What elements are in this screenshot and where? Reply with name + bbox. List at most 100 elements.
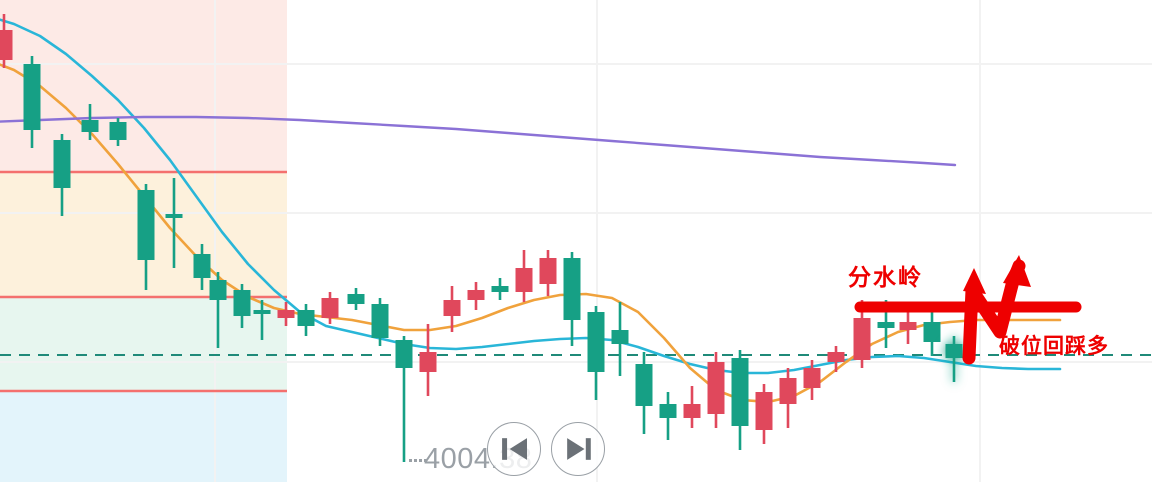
candle[interactable] <box>0 14 13 68</box>
candle-body <box>321 298 339 318</box>
arrow-head-secondary <box>963 268 986 294</box>
candle-body <box>53 140 71 188</box>
hand-drawn-arrow <box>962 255 1031 365</box>
candle-body <box>755 392 773 430</box>
candle-body <box>467 290 485 300</box>
candle[interactable] <box>515 250 533 302</box>
arrow-head <box>1003 255 1031 287</box>
candle-body <box>137 190 155 260</box>
candle[interactable] <box>165 178 183 268</box>
candle[interactable] <box>803 360 821 400</box>
candle[interactable] <box>347 288 365 310</box>
leader-dot <box>419 459 422 462</box>
candle-body <box>515 268 533 292</box>
candle[interactable] <box>233 284 251 328</box>
candle-body <box>587 312 605 372</box>
candle-body <box>297 310 315 326</box>
candle[interactable] <box>611 302 629 376</box>
candle[interactable] <box>467 282 485 310</box>
breakout-annotation-label: 破位回踩多 <box>999 334 1109 358</box>
candle-body <box>539 258 557 284</box>
candle[interactable] <box>253 300 271 340</box>
candle-body <box>853 318 871 360</box>
skip-previous-icon <box>502 438 527 460</box>
skip-to-start-button[interactable] <box>487 422 541 476</box>
price-leader-dots <box>409 459 427 462</box>
candle[interactable] <box>109 118 127 146</box>
candle[interactable] <box>635 352 653 434</box>
candle[interactable] <box>137 184 155 290</box>
candle-body <box>277 310 295 318</box>
candle[interactable] <box>209 272 227 348</box>
moving-average-lines <box>0 18 1062 404</box>
ma-cyan <box>0 18 1062 375</box>
candle-body <box>707 362 725 414</box>
candle-body <box>945 344 963 358</box>
zone-pink <box>0 0 287 172</box>
zone-blue <box>0 391 287 482</box>
candle-body <box>635 364 653 406</box>
leader-dot <box>409 459 412 462</box>
candle[interactable] <box>755 384 773 444</box>
candle[interactable] <box>419 324 437 396</box>
skip-to-end-button[interactable] <box>551 422 605 476</box>
candle-body <box>563 258 581 320</box>
candle[interactable] <box>81 104 99 140</box>
skip-next-icon <box>567 438 591 460</box>
candle-body <box>659 404 677 418</box>
candle[interactable] <box>945 336 963 382</box>
candle[interactable] <box>297 304 315 336</box>
candle[interactable] <box>923 312 941 356</box>
candle-body <box>899 322 917 330</box>
leader-dot <box>414 459 417 462</box>
leader-dot <box>424 459 427 462</box>
candle-body <box>611 330 629 344</box>
candle[interactable] <box>827 346 845 372</box>
candle-body <box>253 310 271 314</box>
candle[interactable] <box>321 292 339 324</box>
watershed-annotation-label: 分水岭 <box>848 265 923 291</box>
candle-body <box>803 368 821 388</box>
candle[interactable] <box>779 368 797 428</box>
candle-body <box>683 404 701 418</box>
candle-body <box>109 122 127 140</box>
candle-body <box>827 352 845 362</box>
candle-body <box>491 286 509 292</box>
candle[interactable] <box>587 306 605 400</box>
candle-body <box>371 304 389 338</box>
candle-body <box>419 352 437 372</box>
candle[interactable] <box>23 56 41 148</box>
candle-body <box>731 358 749 426</box>
candle[interactable] <box>539 250 557 296</box>
candle[interactable] <box>563 252 581 346</box>
candle[interactable] <box>193 244 211 290</box>
candle-body <box>81 120 99 132</box>
candle[interactable] <box>53 134 71 216</box>
candle[interactable] <box>899 312 917 344</box>
candle-body <box>0 30 13 60</box>
candle-body <box>233 290 251 316</box>
candles-group[interactable] <box>0 14 963 462</box>
candle-body <box>193 254 211 278</box>
candle[interactable] <box>371 298 389 346</box>
candle-body <box>395 340 413 368</box>
ma-purple <box>0 115 957 167</box>
candle[interactable] <box>659 392 677 440</box>
candle-body <box>779 378 797 404</box>
ma-orange <box>0 63 1062 404</box>
candle[interactable] <box>277 302 295 326</box>
candle[interactable] <box>683 386 701 428</box>
candle[interactable] <box>707 352 725 428</box>
candle-body <box>165 214 183 218</box>
candle-body <box>877 322 895 328</box>
candle[interactable] <box>731 350 749 450</box>
candle[interactable] <box>443 286 461 332</box>
candle-body <box>23 64 41 130</box>
candle[interactable] <box>491 278 509 300</box>
candle[interactable] <box>395 336 413 462</box>
candle-body <box>347 294 365 304</box>
candle-body <box>443 300 461 316</box>
